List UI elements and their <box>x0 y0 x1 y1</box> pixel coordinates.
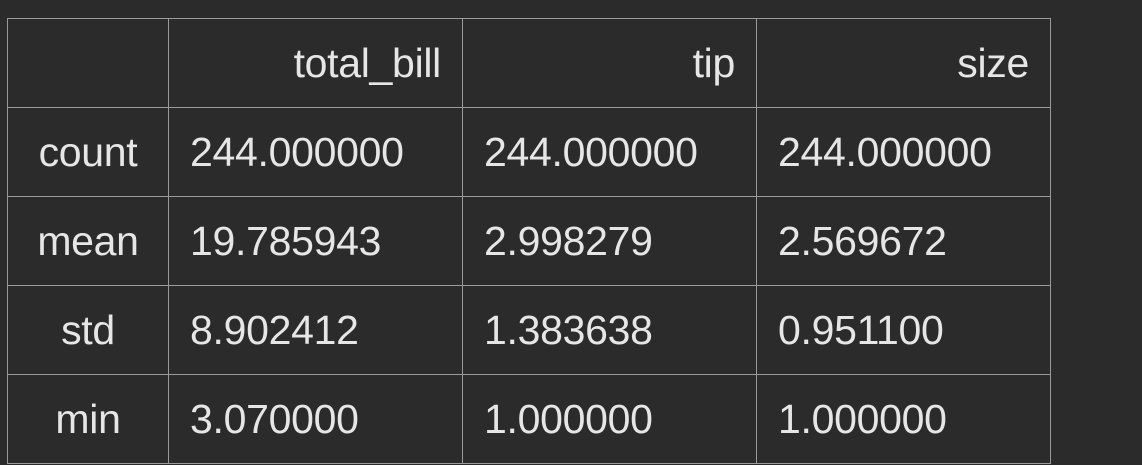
table-row: count 244.000000 244.000000 244.000000 <box>7 107 1051 197</box>
table-cell: 2.569672 <box>756 196 1051 286</box>
table-body: count 244.000000 244.000000 244.000000 m… <box>7 107 1051 464</box>
table-row: mean 19.785943 2.998279 2.569672 <box>7 196 1051 286</box>
table-cell: 19.785943 <box>168 196 463 286</box>
table-cell: 244.000000 <box>462 107 757 197</box>
table-cell: 0.951100 <box>756 285 1051 375</box>
row-label: min <box>7 374 169 464</box>
table-cell: 8.902412 <box>168 285 463 375</box>
row-label: std <box>7 285 169 375</box>
row-label: mean <box>7 196 169 286</box>
header-row: total_bill tip size <box>7 18 1051 108</box>
table-cell: 244.000000 <box>168 107 463 197</box>
describe-table: total_bill tip size count 244.000000 244… <box>7 18 1051 464</box>
table-cell: 1.000000 <box>756 374 1051 464</box>
column-header-size: size <box>756 18 1051 108</box>
table-cell: 1.383638 <box>462 285 757 375</box>
table-header: total_bill tip size <box>7 18 1051 108</box>
table-cell: 1.000000 <box>462 374 757 464</box>
row-label: count <box>7 107 169 197</box>
index-header <box>7 18 169 108</box>
column-header-total-bill: total_bill <box>168 18 463 108</box>
table-row: std 8.902412 1.383638 0.951100 <box>7 285 1051 375</box>
table-cell: 3.070000 <box>168 374 463 464</box>
table-cell: 244.000000 <box>756 107 1051 197</box>
table-cell: 2.998279 <box>462 196 757 286</box>
column-header-tip: tip <box>462 18 757 108</box>
table-row: min 3.070000 1.000000 1.000000 <box>7 374 1051 464</box>
